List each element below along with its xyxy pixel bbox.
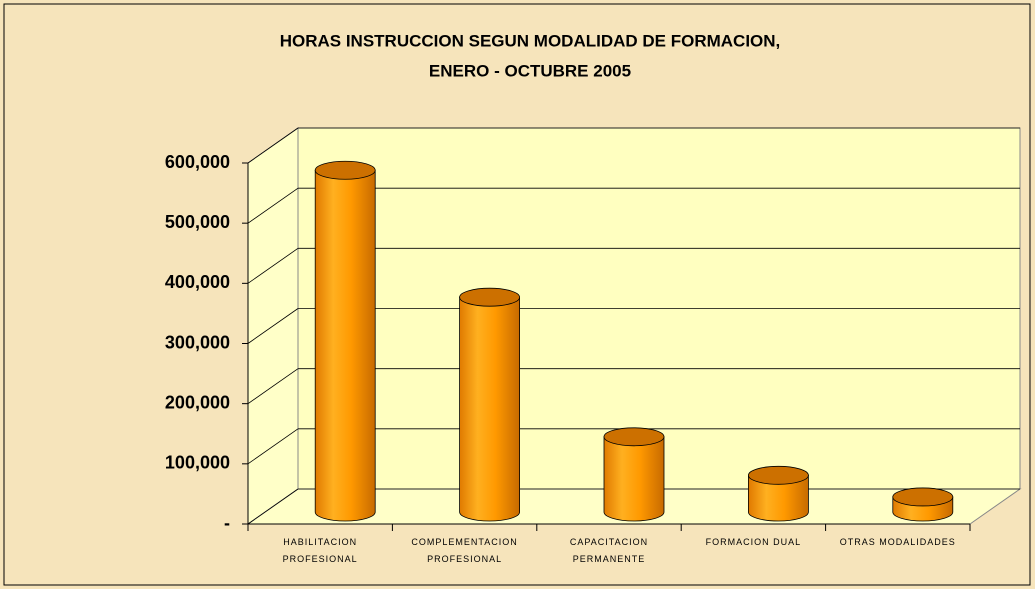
x-tick-label: OTRAS MODALIDADES [839, 537, 956, 547]
grid-line [247, 248, 299, 284]
grid-line [247, 187, 299, 224]
grid-line [247, 428, 299, 465]
bar-top [314, 160, 376, 180]
bar-top [892, 487, 954, 507]
grid-line [247, 127, 299, 164]
x-tick-label: COMPLEMENTACION PROFESIONAL [411, 537, 518, 564]
grid-line [247, 368, 299, 404]
frame [3, 3, 1031, 586]
y-tick-label: - [224, 513, 230, 533]
y-tick-label: 400,000 [165, 272, 230, 292]
y-tick-label: 200,000 [165, 392, 230, 412]
chart-title: ENERO - OCTUBRE 2005 [429, 61, 631, 80]
x-tick-label: CAPACITACION PERMANENTE [569, 537, 649, 564]
y-tick-label: 300,000 [165, 332, 230, 352]
y-tick-label: 100,000 [165, 453, 230, 473]
chart-title: HORAS INSTRUCCION SEGUN MODALIDAD DE FOR… [280, 31, 781, 50]
grid-line [247, 488, 299, 525]
y-tick-label: 600,000 [165, 152, 230, 172]
x-tick-label: FORMACION DUAL [705, 537, 802, 547]
bar-top [459, 287, 521, 307]
bar-top [748, 465, 809, 485]
bar [314, 169, 376, 522]
bar [603, 436, 665, 522]
bar [459, 296, 520, 522]
x-tick-label: HABILITACION PROFESIONAL [282, 537, 358, 564]
y-tick-label: 500,000 [165, 212, 230, 232]
grid-line [247, 308, 299, 344]
bar [748, 474, 809, 522]
bar-top [603, 427, 665, 447]
